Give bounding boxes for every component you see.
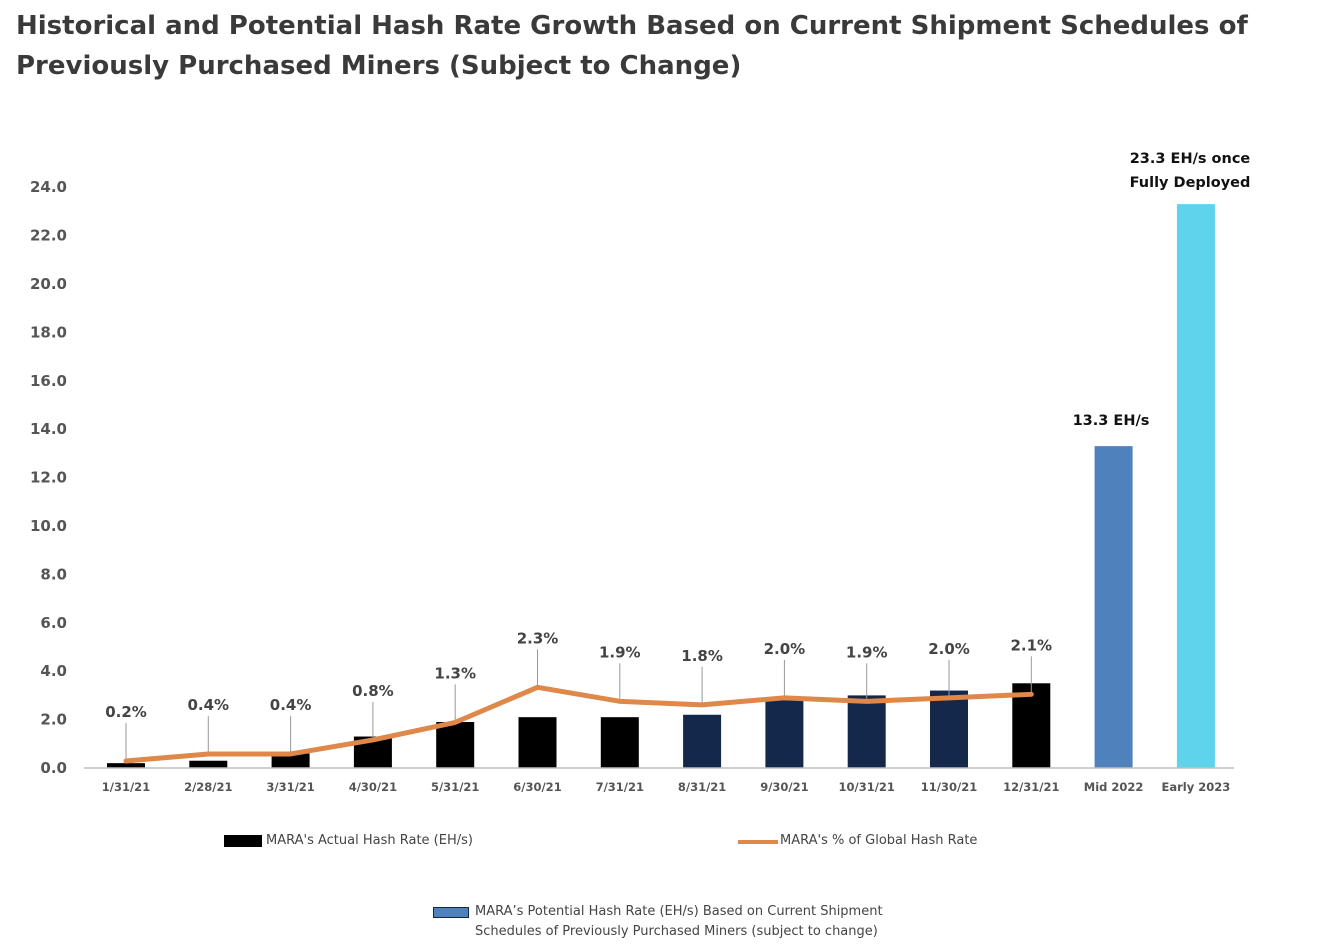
x-tick-label: 8/31/21 xyxy=(678,780,726,794)
percent-label: 0.2% xyxy=(105,703,147,721)
percent-label: 0.4% xyxy=(270,696,312,714)
actual-hash-rate-bar xyxy=(189,760,228,768)
y-tick-label: 8.0 xyxy=(40,565,67,583)
x-tick-label: 4/30/21 xyxy=(349,780,397,794)
percent-label: 2.3% xyxy=(517,629,559,647)
potential-hash-rate-bar xyxy=(765,700,804,768)
legend-line: MARA's % of Global Hash Rate xyxy=(738,831,977,851)
percent-label: 2.0% xyxy=(764,640,806,658)
y-tick-label: 16.0 xyxy=(30,372,67,390)
percent-label: 2.1% xyxy=(1010,636,1052,654)
actual-hash-rate-bar xyxy=(436,722,475,768)
x-tick-label: Early 2023 xyxy=(1162,780,1231,794)
y-tick-label: 20.0 xyxy=(30,275,67,293)
potential-hash-rate-bar xyxy=(683,714,722,768)
x-tick-label: 1/31/21 xyxy=(102,780,150,794)
percent-label: 0.4% xyxy=(187,696,229,714)
y-tick-label: 12.0 xyxy=(30,469,67,487)
y-tick-label: 6.0 xyxy=(40,614,67,632)
legend-line-swatch xyxy=(738,840,778,844)
x-tick-label: 3/31/21 xyxy=(266,780,314,794)
x-tick-label: 6/30/21 xyxy=(513,780,561,794)
y-tick-label: 10.0 xyxy=(30,517,67,535)
global-hash-rate-line xyxy=(123,684,1034,764)
potential-hash-rate-bar xyxy=(930,690,968,768)
legend-potential-label: MARA’s Potential Hash Rate (EH/s) Based … xyxy=(475,904,883,939)
percent-labels: 0.2% 0.4% 0.4% 0.8% 1.3% 2.3% 1.9% 1.8% 2.0% 1.9%… xyxy=(105,629,1052,721)
mid-2022-annotation: 13.3 EH/s xyxy=(1073,413,1150,429)
y-tick-label: 14.0 xyxy=(30,420,67,438)
legend-actual-label: MARA's Actual Hash Rate (EH/s) xyxy=(266,833,473,848)
potential-hash-rate-bar xyxy=(1094,446,1133,768)
bars xyxy=(107,204,1215,768)
legend-actual: MARA's Actual Hash Rate (EH/s) xyxy=(224,831,473,851)
y-axis-ticks: 0.0 2.0 4.0 6.0 8.0 10.0 12.0 14.0 16.0 18.0 20.0 2… xyxy=(30,178,67,777)
actual-hash-rate-bar xyxy=(271,753,310,768)
actual-hash-rate-bar xyxy=(1012,683,1051,768)
actual-hash-rate-bar xyxy=(518,717,557,768)
x-tick-label: 2/28/21 xyxy=(184,780,232,794)
x-tick-label: 9/30/21 xyxy=(760,780,808,794)
percent-label: 1.8% xyxy=(681,647,723,665)
x-tick-label: 11/30/21 xyxy=(921,780,977,794)
actual-hash-rate-bar xyxy=(107,763,145,768)
x-tick-label: Mid 2022 xyxy=(1084,780,1144,794)
early-2023-annotation-line2: Fully Deployed xyxy=(1130,175,1251,191)
percent-label: 2.0% xyxy=(928,640,970,658)
label-leader-lines xyxy=(125,649,1032,761)
percent-label: 1.9% xyxy=(846,643,888,661)
percent-label: 1.3% xyxy=(434,664,476,682)
legend-potential: MARA’s Potential Hash Rate (EH/s) Based … xyxy=(433,902,883,942)
legend-line-label: MARA's % of Global Hash Rate xyxy=(780,833,978,848)
x-tick-label: 10/31/21 xyxy=(838,780,894,794)
x-axis-ticks: 1/31/21 2/28/21 3/31/21 4/30/21 5/31/21 6/30/… xyxy=(102,780,1230,794)
potential-hash-rate-bar xyxy=(1176,204,1215,768)
y-tick-label: 0.0 xyxy=(40,759,67,777)
actual-hash-rate-bar xyxy=(600,717,639,768)
x-tick-label: 12/31/21 xyxy=(1003,780,1059,794)
legend-potential-swatch xyxy=(433,907,469,918)
y-tick-label: 18.0 xyxy=(30,323,67,341)
percent-label: 0.8% xyxy=(352,682,394,700)
x-tick-label: 7/31/21 xyxy=(596,780,644,794)
y-tick-label: 24.0 xyxy=(30,178,67,196)
page-title: Historical and Potential Hash Rate Growt… xyxy=(16,11,1248,81)
early-2023-annotation-line1: 23.3 EH/s once xyxy=(1130,151,1251,167)
legend-actual-swatch xyxy=(224,835,262,847)
potential-hash-rate-bar xyxy=(847,695,886,768)
percent-label: 1.9% xyxy=(599,643,641,661)
x-tick-label: 5/31/21 xyxy=(431,780,479,794)
y-tick-label: 22.0 xyxy=(30,227,67,245)
y-tick-label: 2.0 xyxy=(40,711,67,729)
y-tick-label: 4.0 xyxy=(40,662,67,680)
